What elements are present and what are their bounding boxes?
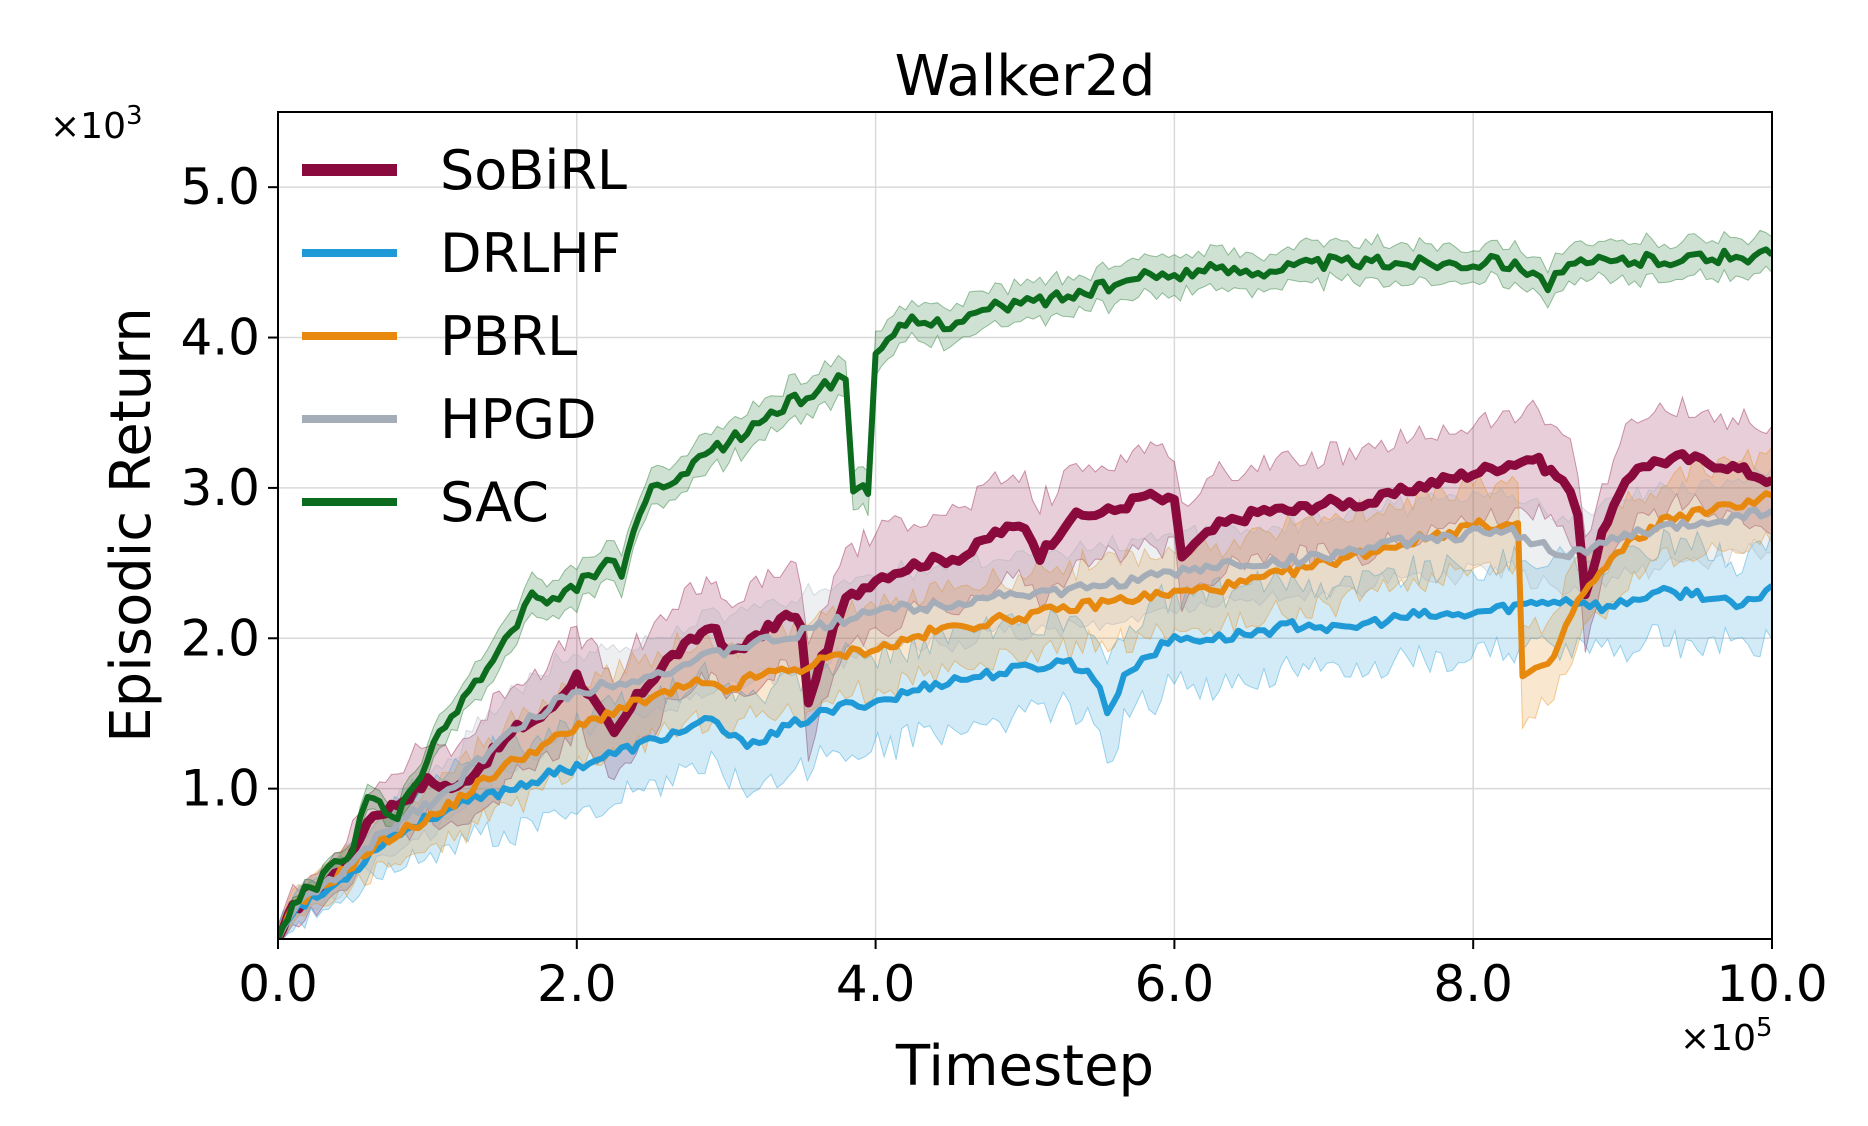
chart-title: Walker2d xyxy=(895,44,1156,109)
band-hpgd xyxy=(278,466,1772,939)
series-lines xyxy=(278,246,1772,939)
legend-label-drlhf: DRLHF xyxy=(440,222,621,285)
y-tick-label: 5.0 xyxy=(180,158,260,216)
y-tick-label: 4.0 xyxy=(180,309,260,367)
band-drlhf xyxy=(278,528,1772,939)
plot-frame xyxy=(277,111,1773,940)
x-tick-label: 8.0 xyxy=(1433,955,1513,1013)
y-tick-label: 2.0 xyxy=(180,609,260,667)
band-sobirl xyxy=(278,395,1772,939)
series-line-hpgd xyxy=(278,506,1772,939)
y-tick-label: 1.0 xyxy=(180,760,260,818)
legend-label-pbrl: PBRL xyxy=(440,305,577,368)
x-tick-label: 10.0 xyxy=(1716,955,1827,1013)
series-line-pbrl xyxy=(278,490,1772,939)
y-tick-label: 3.0 xyxy=(180,459,260,517)
x-axis-label: Timestep xyxy=(895,1034,1154,1099)
y-axis-label: Episodic Return xyxy=(99,307,164,742)
legend: SoBiRL DRLHF PBRL HPGD SAC xyxy=(302,139,627,534)
x-axis-multiplier: ×105 xyxy=(1680,1013,1773,1059)
legend-label-hpgd: HPGD xyxy=(440,388,597,451)
legend-label-sobirl: SoBiRL xyxy=(440,139,627,202)
x-axis-ticks: 0.0 2.0 4.0 6.0 8.0 10.0 xyxy=(238,939,1828,1013)
series-line-drlhf xyxy=(278,583,1772,939)
x-tick-label: 2.0 xyxy=(537,955,617,1013)
y-axis-ticks: 1.0 2.0 3.0 4.0 5.0 xyxy=(180,158,278,818)
x-tick-label: 6.0 xyxy=(1135,955,1215,1013)
y-axis-multiplier: ×103 xyxy=(50,101,143,147)
x-tick-label: 4.0 xyxy=(836,955,916,1013)
series-line-sac xyxy=(278,246,1772,939)
legend-label-sac: SAC xyxy=(440,471,549,534)
x-tick-label: 0.0 xyxy=(238,955,318,1013)
